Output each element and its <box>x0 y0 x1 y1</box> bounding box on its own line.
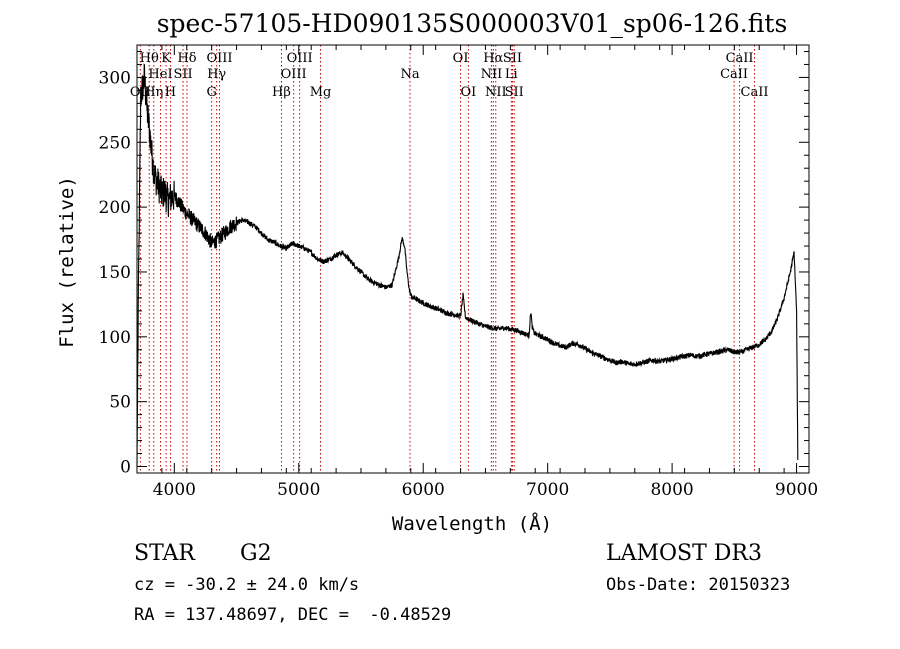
line-label: OIII <box>281 67 307 82</box>
line-label: Li <box>505 67 518 82</box>
y-axis-label: Flux (relative) <box>56 176 78 348</box>
y-tick-label: 150 <box>99 263 131 283</box>
spectrum-line <box>136 63 799 467</box>
line-label: K <box>161 51 171 66</box>
redshift-text: cz = -30.2 ± 24.0 km/s <box>134 575 359 595</box>
line-label: Hδ <box>177 51 196 66</box>
line-label: Hγ <box>207 67 226 82</box>
chart-title: spec-57105-HD090135S000003V01_sp06-126.f… <box>157 9 788 38</box>
y-tick-label: 50 <box>109 393 131 413</box>
line-markers <box>139 45 755 473</box>
y-axis: 0 50 100 150 200 250 300 <box>99 50 809 478</box>
x-tick-label: 7000 <box>526 480 569 500</box>
line-label: SII <box>173 67 192 82</box>
x-tick-label: 6000 <box>402 480 445 500</box>
line-labels: OIIHθHηHeIKHSIIHδGHγOIIIHβOIIIOIIIMgNaOI… <box>130 51 769 100</box>
line-label: Hα <box>483 51 503 66</box>
y-tick-label: 200 <box>99 198 131 218</box>
line-label: NII <box>481 67 503 82</box>
y-tick-label: 250 <box>99 133 131 153</box>
line-label: NII <box>485 85 507 100</box>
x-axis: 4000 5000 6000 7000 8000 9000 <box>136 45 818 500</box>
x-tick-label: 5000 <box>277 480 320 500</box>
coords-text: RA = 137.48697, DEC = -0.48529 <box>134 605 451 625</box>
y-tick-label: 0 <box>120 458 131 478</box>
line-label: HeI <box>148 67 172 82</box>
y-tick-label: 300 <box>99 68 131 88</box>
line-label: CaII <box>741 85 769 100</box>
survey-name: LAMOST DR3 <box>606 541 762 566</box>
plot-frame <box>136 44 810 474</box>
object-class: STAR <box>134 541 196 566</box>
line-label: G <box>206 85 216 100</box>
obs-date-text: Obs-Date: 20150323 <box>606 575 790 595</box>
x-tick-label: 9000 <box>775 480 818 500</box>
line-label: SII <box>505 85 524 100</box>
x-tick-label: 8000 <box>650 480 693 500</box>
line-label: H <box>165 85 176 100</box>
object-subclass: G2 <box>240 541 272 566</box>
x-axis-label: Wavelength (Å) <box>392 512 552 535</box>
y-tick-label: 100 <box>99 328 131 348</box>
x-tick-label: 4000 <box>153 480 196 500</box>
line-label: Hη <box>144 85 163 100</box>
line-label: OIII <box>206 51 232 66</box>
line-label: OIII <box>287 51 313 66</box>
line-label: Na <box>400 67 419 82</box>
line-label: CaII <box>726 51 754 66</box>
line-label: SII <box>503 51 522 66</box>
line-label: OI <box>460 85 476 100</box>
line-label: Hθ <box>140 51 159 66</box>
line-label: CaII <box>720 67 748 82</box>
line-label: Hβ <box>272 85 291 100</box>
line-label: Mg <box>310 85 332 100</box>
line-label: OI <box>453 51 469 66</box>
